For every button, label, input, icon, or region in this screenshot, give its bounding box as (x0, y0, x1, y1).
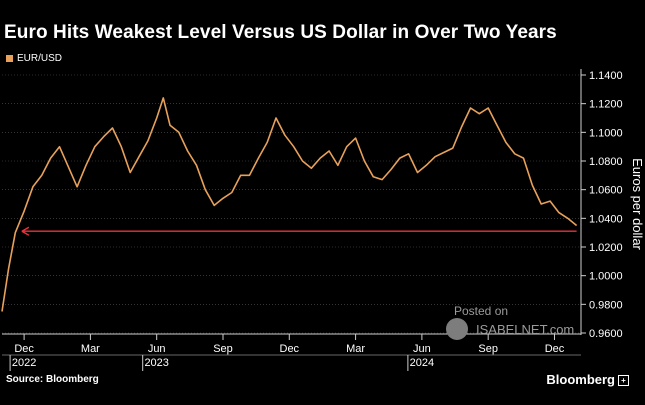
x-tick-label: Dec (545, 343, 565, 355)
y-tick-label: 1.1200 (589, 99, 623, 111)
bloomberg-terminal-icon: + (618, 375, 629, 387)
x-tick-label: Jun (413, 343, 431, 355)
chart-title: Euro Hits Weakest Level Versus US Dollar… (4, 22, 557, 43)
y-tick-label: 1.0400 (589, 213, 623, 225)
x-tick-label: Mar (81, 343, 100, 355)
y-tick-label: 1.0200 (589, 242, 623, 254)
legend: EUR/USD (6, 53, 62, 64)
brand-text: Bloomberg (546, 372, 615, 387)
x-tick-label: Jun (148, 343, 166, 355)
brand-logo: Bloomberg + (546, 372, 629, 387)
x-tick-label: Dec (280, 343, 300, 355)
reference-arrow-head (21, 226, 30, 236)
y-tick-label: 0.9800 (589, 299, 623, 311)
legend-swatch (6, 55, 13, 62)
isabelnet-logo-icon (446, 318, 468, 340)
x-tick-label: Sep (478, 343, 498, 355)
y-tick-label: 1.0000 (589, 271, 623, 283)
x-tick-label: Dec (14, 343, 34, 355)
y-tick-label: 1.0600 (589, 185, 623, 197)
y-tick-label: 1.1400 (589, 70, 623, 82)
watermark-site-text: ISABELNET.com (476, 322, 575, 337)
watermark-posted-text: Posted on (454, 304, 509, 318)
y-tick-label: 1.0800 (589, 156, 623, 168)
y-axis-label: Euros per dollar (630, 158, 645, 250)
series-line-eurusd (1, 97, 578, 312)
legend-label: EUR/USD (17, 53, 63, 64)
x-tick-label: Sep (213, 343, 233, 355)
x-tick-label: Mar (346, 343, 365, 355)
y-tick-label: 1.1000 (589, 127, 623, 139)
year-label: 2024 (410, 357, 434, 369)
year-label: 2022 (12, 357, 36, 369)
source-note: Source: Bloomberg (6, 374, 99, 385)
year-label: 2023 (144, 357, 168, 369)
y-tick-label: 0.9600 (589, 328, 623, 340)
